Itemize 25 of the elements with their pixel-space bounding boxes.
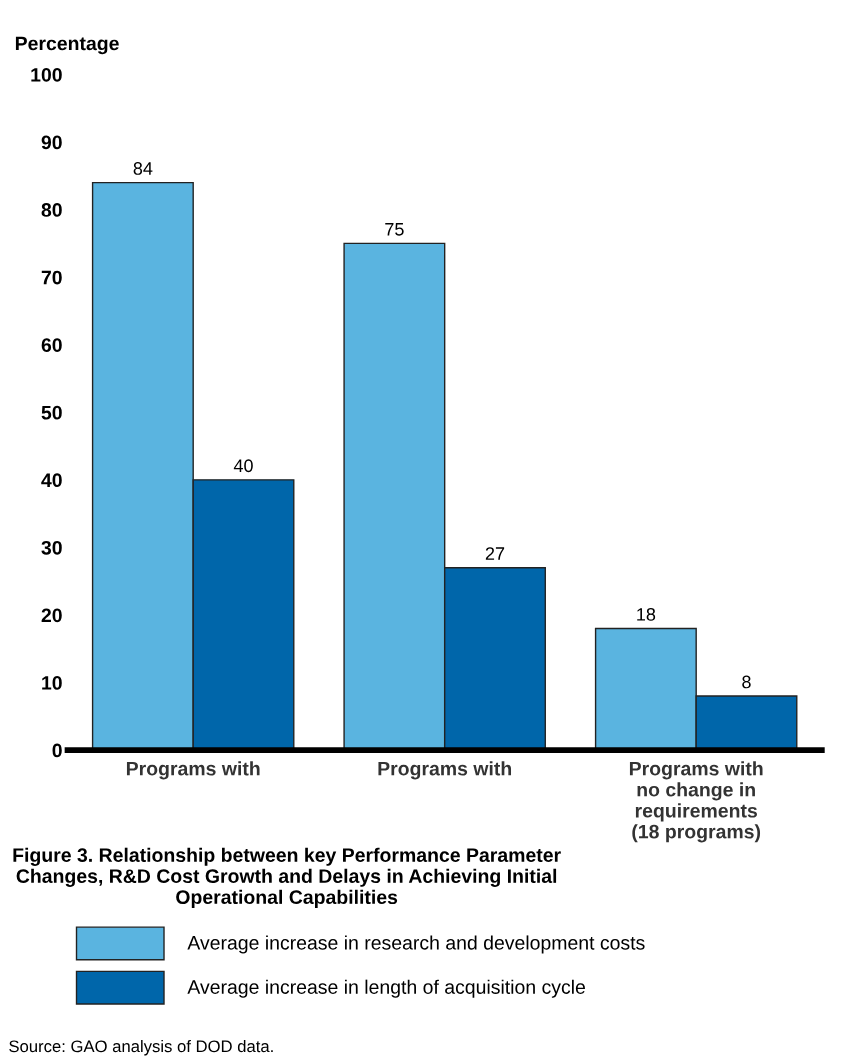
y-tick-label: 10 [42,676,62,690]
data-label: 40 [233,459,253,473]
y-tick-label: 20 [41,608,62,623]
y-tick-label: 100 [31,67,62,82]
y-tick-label: 50 [41,405,62,420]
data-label: 27 [485,547,505,560]
x-tick-label: Programs with [378,761,512,780]
y-tick-label: 30 [41,540,62,555]
y-tick-label: 80 [41,203,62,217]
y-tick-label: 40 [41,473,62,488]
y-tick-label: 70 [41,270,62,285]
y-tick-label: 90 [41,135,62,150]
data-label: 84 [133,162,153,175]
y-tick-label: 60 [41,338,62,352]
source-note: Source: GAO analysis of DOD data. [9,1039,273,1056]
y-axis-title: Percentage [15,36,119,55]
legend-label: Average increase in length of acquisition cycle [187,979,585,998]
x-tick-label: Programs with no change in requirements (18 programs) [629,761,763,843]
text: Figure 3. Relationship between key Performance Parameter Changes, R&D Cost Growth and Delays in Achieving Initial Operational Capabilities [13,847,561,908]
data-label: 8 [742,675,751,689]
x-tick-label: Programs with [126,761,260,780]
data-label: 75 [385,223,404,236]
legend-label: Average increase in research and development costs [187,935,645,954]
y-tick-label: 0 [52,743,62,758]
data-label: 18 [637,607,656,621]
